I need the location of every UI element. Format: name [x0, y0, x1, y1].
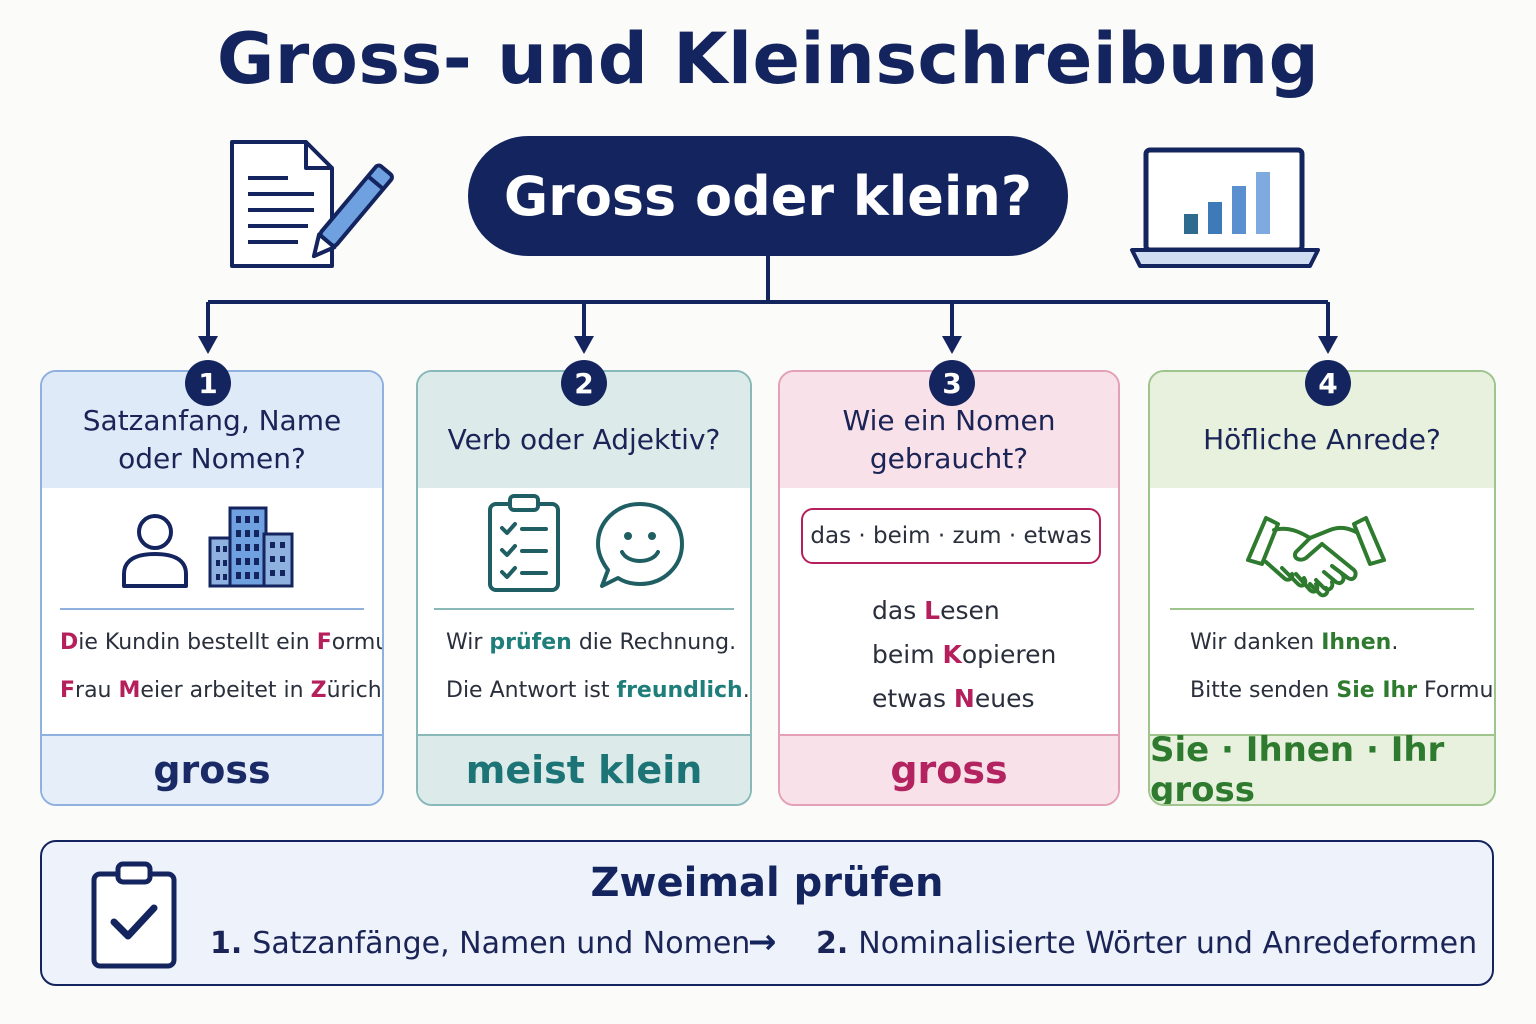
example-phrase: das Lesen	[872, 596, 1000, 625]
summary-step-1: 1. Satzanfänge, Namen und Nomen	[210, 926, 751, 961]
step-number-badge: 3	[929, 360, 975, 406]
buildings-icon	[206, 504, 296, 594]
signal-words-box: das · beim · zum · etwas	[801, 508, 1101, 564]
card-result: Sie · Ihnen · Ihr gross	[1150, 730, 1494, 804]
summary-title: Zweimal prüfen	[590, 860, 944, 906]
card-result: meist klein	[418, 734, 750, 804]
card-result: gross	[780, 734, 1118, 804]
connector-lines	[198, 256, 1338, 354]
card-heading: Satzanfang, Name oder Nomen?	[42, 372, 382, 488]
card-divider	[434, 608, 734, 610]
example-sentence: Die Antwort ist freundlich.	[446, 678, 750, 703]
smiley-speech-icon	[594, 500, 686, 596]
arrow-right-icon: →	[748, 922, 777, 962]
step-number-badge: 2	[561, 360, 607, 406]
card-divider	[1170, 608, 1474, 610]
card-nominalisierung: Wie ein Nomen gebraucht? das · beim · zu…	[778, 370, 1120, 806]
summary-step-2: 2. Nominalisierte Wörter und Anredeformen	[816, 926, 1478, 961]
example-sentence: Die Kundin bestellt ein Formular.	[60, 630, 384, 655]
person-icon	[120, 512, 190, 594]
example-sentence: Wir prüfen die Rechnung.	[446, 630, 737, 655]
card-result: gross	[42, 734, 382, 804]
example-phrase: etwas Neues	[872, 684, 1035, 713]
clipboard-check-icon	[90, 860, 178, 974]
laptop-chart-icon	[1128, 146, 1322, 270]
card-satzanfang: Satzanfang, Name oder Nomen?	[40, 370, 384, 806]
question-pill: Gross oder klein?	[468, 136, 1068, 256]
example-sentence: Frau Meier arbeitet in Zürich.	[60, 678, 384, 703]
card-verb-adjektiv: Verb oder Adjektiv? Wir prüfen die Rechn…	[416, 370, 752, 806]
card-heading: Wie ein Nomen gebraucht?	[780, 372, 1118, 488]
card-divider	[60, 608, 364, 610]
card-hoefliche-anrede: Höfliche Anrede? Wir danken Ihnen. Bitte…	[1148, 370, 1496, 806]
step-number-badge: 1	[185, 360, 231, 406]
example-sentence: Bitte senden Sie Ihr Formular.	[1190, 678, 1494, 703]
page-title: Gross- und Kleinschreibung	[216, 18, 1320, 100]
handshake-icon	[1244, 512, 1388, 606]
example-phrase: beim Kopieren	[872, 640, 1057, 669]
summary-box: Zweimal prüfen 1. Satzanfänge, Namen und …	[40, 840, 1494, 986]
clipboard-checklist-icon	[486, 494, 562, 598]
step-number-badge: 4	[1305, 360, 1351, 406]
document-pen-icon	[228, 138, 398, 272]
example-sentence: Wir danken Ihnen.	[1190, 630, 1399, 655]
